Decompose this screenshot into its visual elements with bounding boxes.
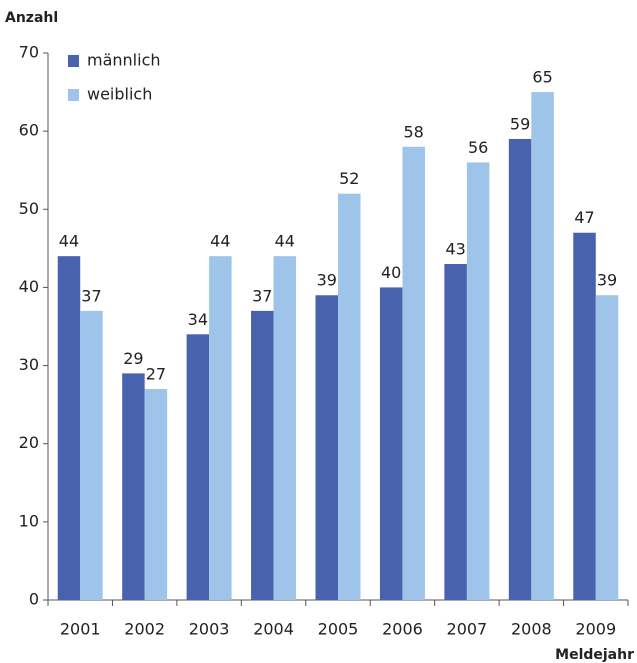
value-label: 44	[59, 232, 79, 251]
y-tick-label: 70	[19, 43, 39, 62]
value-label: 59	[510, 114, 530, 133]
value-label: 27	[146, 365, 166, 384]
y-tick-label: 10	[19, 511, 39, 530]
value-label: 39	[597, 271, 617, 290]
x-tick-label: 2004	[253, 620, 294, 639]
bar	[531, 92, 554, 601]
x-tick-label: 2008	[511, 620, 552, 639]
bar	[122, 373, 145, 600]
y-tick-label: 40	[19, 277, 39, 296]
bar	[209, 256, 232, 600]
bar	[315, 295, 338, 600]
y-tick-label: 50	[19, 199, 39, 218]
value-label: 65	[532, 68, 552, 87]
value-label: 37	[81, 286, 101, 305]
value-label: 58	[404, 122, 424, 141]
y-tick-label: 30	[19, 355, 39, 374]
bar	[251, 310, 274, 600]
value-label: 44	[210, 232, 230, 251]
legend-swatch	[68, 89, 79, 101]
legend-swatch	[68, 55, 79, 67]
bar	[573, 232, 596, 600]
y-tick-label: 20	[19, 433, 39, 452]
x-tick-label: 2001	[60, 620, 101, 639]
bar	[186, 334, 210, 600]
legend-label: weiblich	[87, 85, 152, 104]
y-tick-label: 60	[19, 121, 39, 140]
value-label: 44	[275, 232, 295, 251]
value-label: 34	[188, 310, 208, 329]
bar	[595, 295, 619, 600]
bar	[444, 263, 467, 600]
legend-label: männlich	[87, 51, 161, 70]
value-label: 56	[468, 138, 488, 157]
bar	[80, 310, 103, 600]
value-label: 47	[574, 208, 594, 227]
value-label: 40	[381, 263, 401, 282]
x-tick-label: 2003	[189, 620, 230, 639]
value-label: 29	[123, 349, 143, 368]
bar	[402, 146, 425, 600]
bar	[273, 256, 297, 600]
bar	[508, 138, 532, 600]
value-label: 43	[445, 239, 465, 258]
value-label: 52	[339, 169, 359, 188]
y-tick-label: 0	[29, 590, 39, 609]
bar	[57, 256, 81, 600]
bar	[144, 389, 168, 600]
x-tick-label: 2006	[382, 620, 423, 639]
x-tick-label: 2005	[318, 620, 359, 639]
value-label: 37	[252, 286, 272, 305]
x-axis-label: Meldejahr	[555, 647, 634, 663]
y-axis-label: Anzahl	[5, 10, 58, 26]
bar	[379, 287, 403, 600]
x-tick-label: 2002	[124, 620, 165, 639]
bar	[338, 193, 361, 600]
value-label: 39	[317, 271, 337, 290]
x-tick-label: 2009	[575, 620, 616, 639]
bar	[466, 162, 490, 600]
x-tick-label: 2007	[447, 620, 488, 639]
